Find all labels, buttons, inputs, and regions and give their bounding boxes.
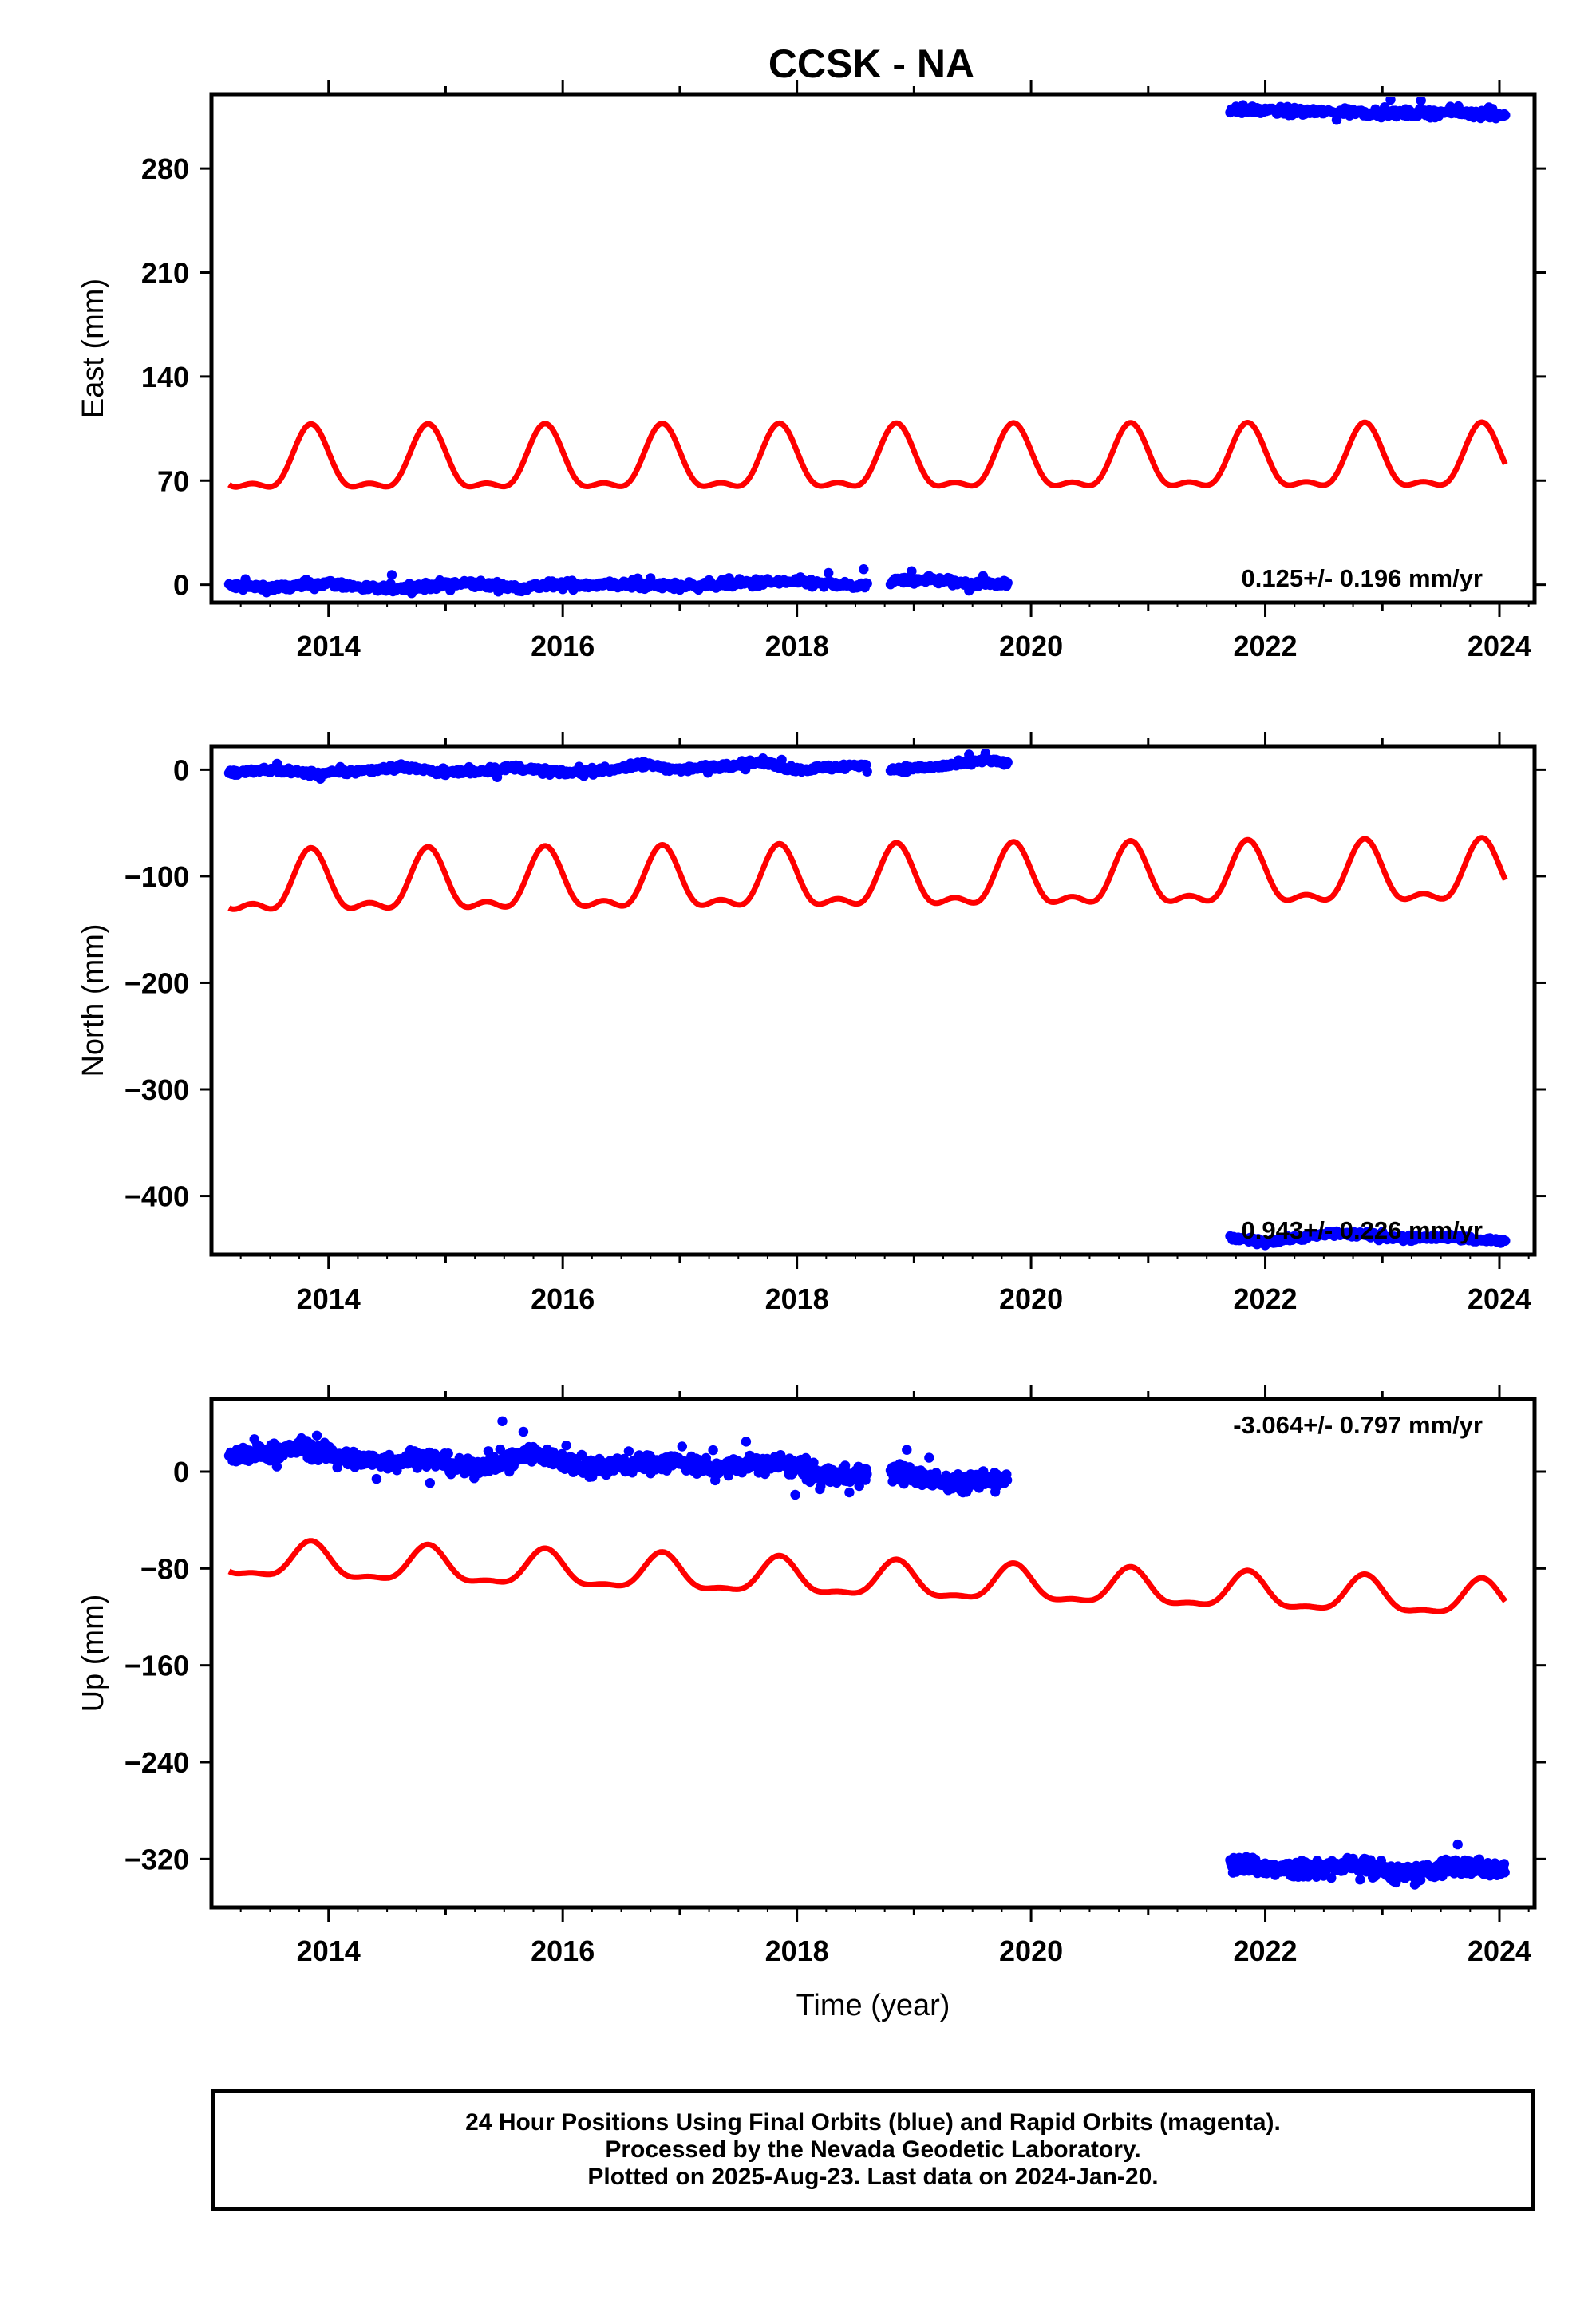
east-data-point — [1500, 110, 1511, 121]
up-data-point — [1452, 1839, 1463, 1850]
up-data-point — [271, 1461, 282, 1472]
up-xlabel: Time (year) — [796, 1989, 950, 2022]
north-xtick-label: 2018 — [765, 1282, 829, 1315]
north-data-point — [862, 766, 872, 777]
east-data-point — [907, 566, 917, 576]
up-data-point — [332, 1462, 342, 1473]
east-panel: 0 70 140 210 280 2014 2016 2018 2020 2022 2024 East… — [77, 80, 1546, 662]
north-xtick-label: 2014 — [297, 1282, 361, 1315]
up-data-point — [443, 1448, 453, 1459]
east-ytick-label: 140 — [141, 361, 189, 393]
up-data-point — [902, 1445, 912, 1455]
up-frame — [209, 1397, 1537, 1910]
up-data-point — [1355, 1875, 1365, 1885]
east-ytick-label: 210 — [141, 257, 189, 290]
up-xtick-label: 2018 — [765, 1935, 829, 1967]
up-data-point — [518, 1426, 529, 1437]
north-frame — [209, 744, 1537, 1257]
up-data-point — [1499, 1867, 1510, 1878]
east-model-curve — [227, 419, 1508, 490]
east-data-point — [1385, 97, 1396, 105]
up-ytick-label: 0 — [173, 1456, 189, 1488]
up-data-point — [839, 1460, 851, 1471]
east-plot-area — [223, 97, 1511, 599]
east-data-point — [859, 564, 869, 575]
east-xtick-label: 2020 — [999, 630, 1063, 662]
north-data-point — [272, 758, 282, 769]
east-data-point — [862, 578, 872, 589]
east-ytick-label: 70 — [157, 464, 189, 497]
east-ytick-label: 280 — [141, 152, 189, 185]
east-ytick-label: 0 — [173, 569, 189, 602]
up-rate-label: -3.064+/- 0.797 mm/yr — [1233, 1411, 1483, 1439]
up-data-point — [790, 1489, 800, 1500]
up-data-point — [561, 1441, 571, 1451]
up-data-point — [708, 1445, 718, 1456]
up-data-point — [677, 1441, 687, 1452]
footer-line-3: Plotted on 2025-Aug-23. Last data on 202… — [587, 2164, 1159, 2190]
east-xtick-label: 2022 — [1233, 630, 1297, 662]
up-data-point — [497, 1416, 508, 1427]
footer-line-1: 24 Hour Positions Using Final Orbits (bl… — [465, 2109, 1281, 2136]
east-xtick-label: 2018 — [765, 630, 829, 662]
up-data-point — [741, 1437, 752, 1447]
north-ytick-label: −100 — [124, 860, 189, 893]
north-ytick-label: −300 — [124, 1073, 189, 1106]
north-xtick-label: 2016 — [531, 1282, 595, 1315]
figure-title: CCSK - NA — [768, 41, 974, 86]
east-ylabel: East (mm) — [77, 279, 110, 418]
east-data-point — [386, 570, 397, 580]
up-data-point — [862, 1468, 872, 1480]
east-data-point — [1416, 97, 1426, 106]
up-xtick-label: 2016 — [531, 1935, 595, 1967]
up-xtick-label: 2014 — [297, 1935, 361, 1967]
east-data-point — [824, 567, 834, 579]
north-ytick-label: 0 — [173, 753, 189, 786]
up-xtick-label: 2020 — [999, 1935, 1063, 1967]
north-ytick-label: −200 — [124, 966, 189, 999]
up-panel: 0 −80 −160 −240 −320 2014 2016 2018 2020 2022 2024… — [77, 1385, 1546, 2022]
east-rate-label: 0.125+/- 0.196 mm/yr — [1242, 564, 1483, 592]
up-ytick-label: −320 — [124, 1843, 189, 1875]
north-ytick-label: −400 — [124, 1180, 189, 1213]
up-xtick-label: 2022 — [1233, 1935, 1297, 1967]
north-xtick-label: 2024 — [1468, 1282, 1531, 1315]
north-panel: 0 −100 −200 −300 −400 2014 2016 2018 2020 2022 202… — [77, 732, 1546, 1315]
footer-line-2: Processed by the Nevada Geodetic Laborat… — [605, 2136, 1141, 2163]
north-data-point — [1500, 1235, 1511, 1247]
up-data-point — [371, 1473, 382, 1484]
north-xtick-label: 2020 — [999, 1282, 1063, 1315]
up-ytick-label: −240 — [124, 1746, 189, 1779]
north-model-curve — [227, 835, 1508, 912]
east-xtick-label: 2024 — [1468, 630, 1531, 662]
east-data-point — [1002, 578, 1013, 588]
north-ylabel: North (mm) — [77, 923, 110, 1077]
up-data-point — [311, 1430, 322, 1441]
up-ylabel: Up (mm) — [77, 1595, 110, 1713]
up-data-point — [844, 1487, 855, 1498]
up-data-point — [425, 1478, 435, 1488]
north-xtick-label: 2022 — [1233, 1282, 1297, 1315]
east-xtick-label: 2016 — [531, 630, 595, 662]
east-frame — [209, 92, 1537, 605]
east-xtick-label: 2014 — [297, 630, 361, 662]
up-ytick-label: −160 — [124, 1650, 189, 1682]
up-data-point — [1001, 1475, 1013, 1485]
north-rate-label: 0.943+/- 0.226 mm/yr — [1242, 1216, 1483, 1244]
up-data-point — [924, 1452, 934, 1463]
north-plot-area — [223, 749, 1511, 1251]
up-model-curve — [227, 1538, 1508, 1614]
up-xtick-label: 2024 — [1468, 1935, 1531, 1967]
north-data-point — [1002, 757, 1013, 768]
up-plot-area — [223, 1416, 1510, 1890]
up-data-point — [1326, 1873, 1337, 1883]
up-data-point — [1474, 1854, 1485, 1864]
footer-box: 24 Hour Positions Using Final Orbits (bl… — [211, 2089, 1535, 2211]
up-data-point — [1415, 1875, 1426, 1885]
up-ytick-label: −80 — [140, 1552, 189, 1585]
up-data-point — [1499, 1859, 1510, 1869]
up-data-point — [623, 1446, 634, 1456]
up-data-point — [808, 1457, 819, 1468]
